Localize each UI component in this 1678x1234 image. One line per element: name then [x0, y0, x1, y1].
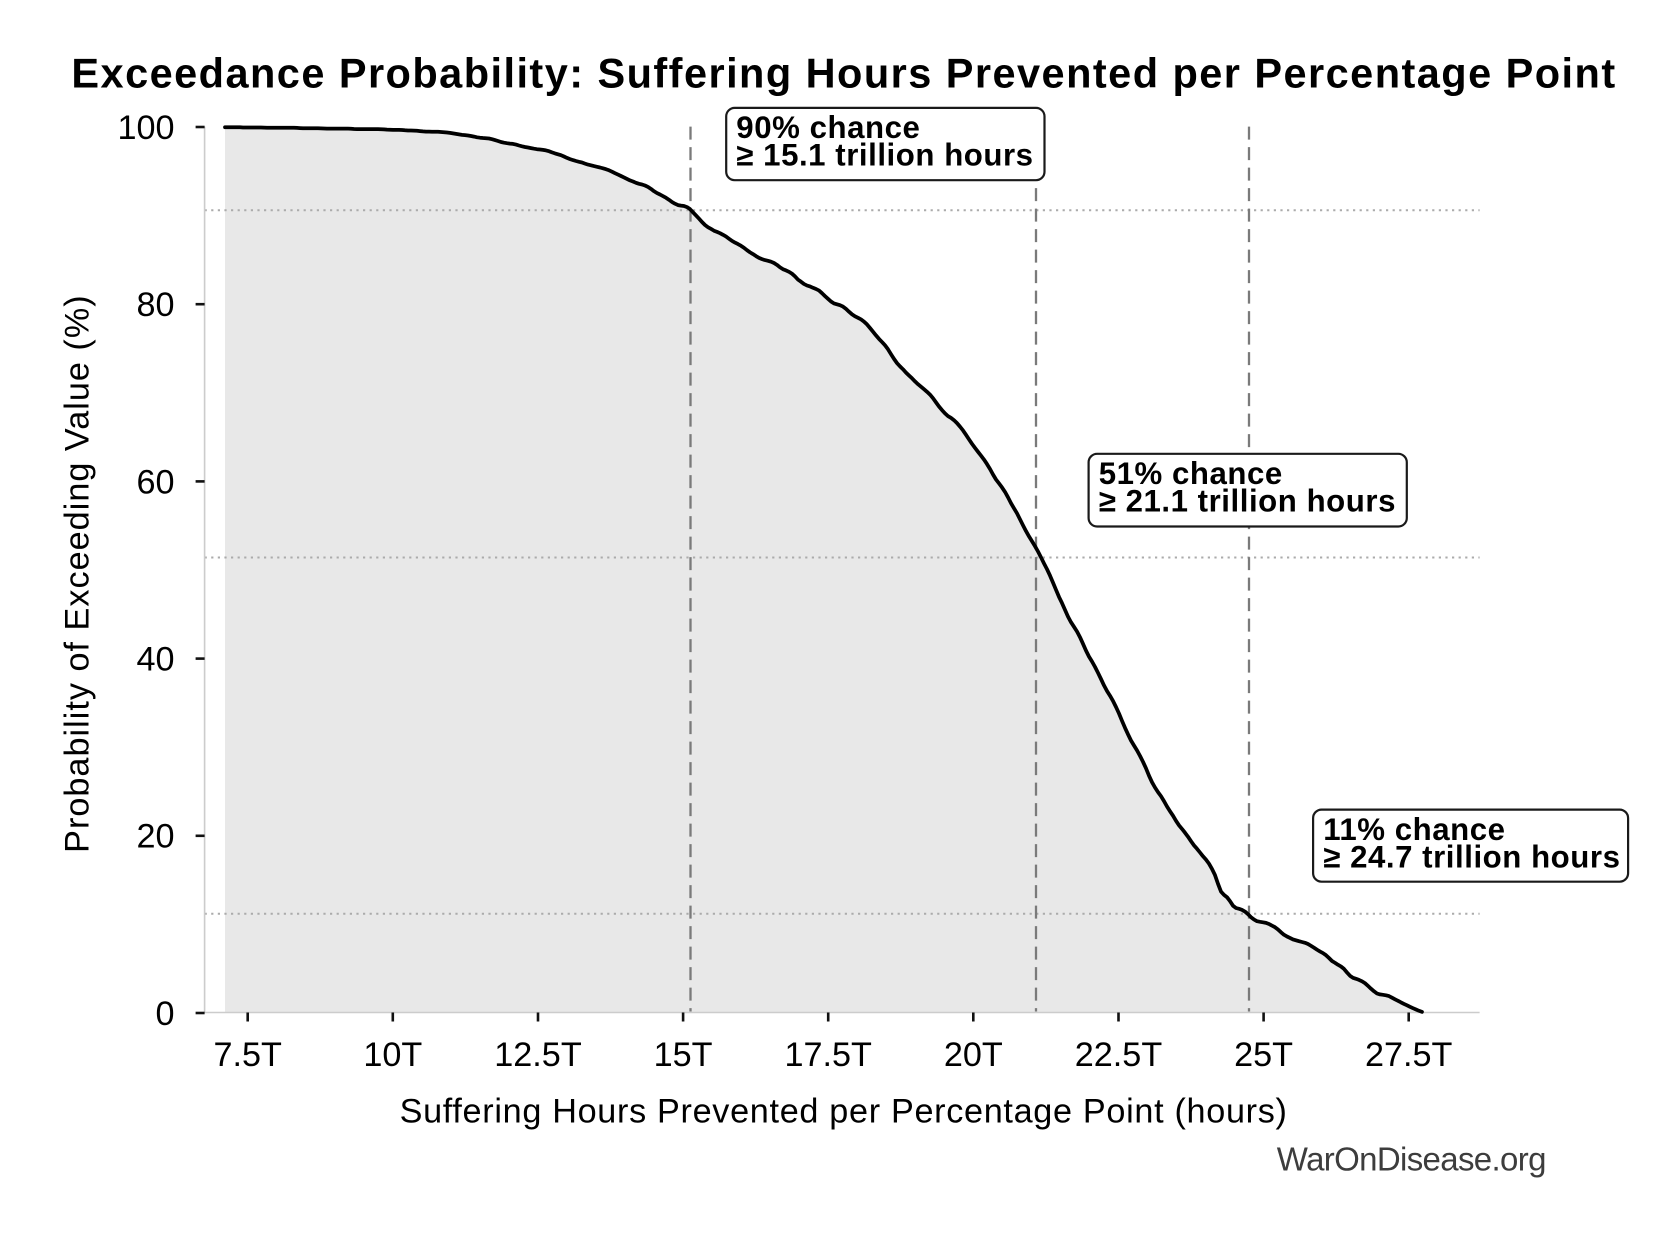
svg-text:100: 100 [117, 109, 174, 147]
svg-text:90% chance: 90% chance [736, 110, 920, 145]
svg-text:12.5T: 12.5T [494, 1036, 582, 1074]
svg-text:22.5T: 22.5T [1075, 1036, 1163, 1074]
svg-text:51% chance: 51% chance [1099, 456, 1283, 491]
svg-text:80: 80 [136, 286, 174, 324]
svg-text:20: 20 [136, 818, 174, 856]
svg-text:17.5T: 17.5T [784, 1036, 872, 1074]
svg-text:60: 60 [136, 463, 174, 501]
svg-text:Probability of Exceeding Value: Probability of Exceeding Value (%) [59, 294, 97, 853]
svg-text:27.5T: 27.5T [1365, 1036, 1453, 1074]
svg-text:≥ 24.7 trillion hours: ≥ 24.7 trillion hours [1323, 839, 1620, 874]
svg-text:WarOnDisease.org: WarOnDisease.org [1277, 1141, 1546, 1178]
svg-text:Suffering Hours Prevented per: Suffering Hours Prevented per Percentage… [400, 1093, 1288, 1131]
svg-text:0: 0 [155, 995, 174, 1033]
svg-text:Exceedance Probability: Suffer: Exceedance Probability: Suffering Hours … [71, 50, 1616, 97]
svg-text:10T: 10T [363, 1036, 422, 1074]
svg-text:15T: 15T [654, 1036, 713, 1074]
svg-text:≥ 21.1 trillion hours: ≥ 21.1 trillion hours [1099, 484, 1396, 519]
svg-text:11% chance: 11% chance [1323, 812, 1505, 847]
svg-text:40: 40 [136, 641, 174, 679]
svg-text:7.5T: 7.5T [213, 1036, 282, 1074]
svg-text:≥ 15.1 trillion hours: ≥ 15.1 trillion hours [736, 138, 1033, 173]
svg-text:25T: 25T [1234, 1036, 1293, 1074]
svg-text:20T: 20T [944, 1036, 1003, 1074]
